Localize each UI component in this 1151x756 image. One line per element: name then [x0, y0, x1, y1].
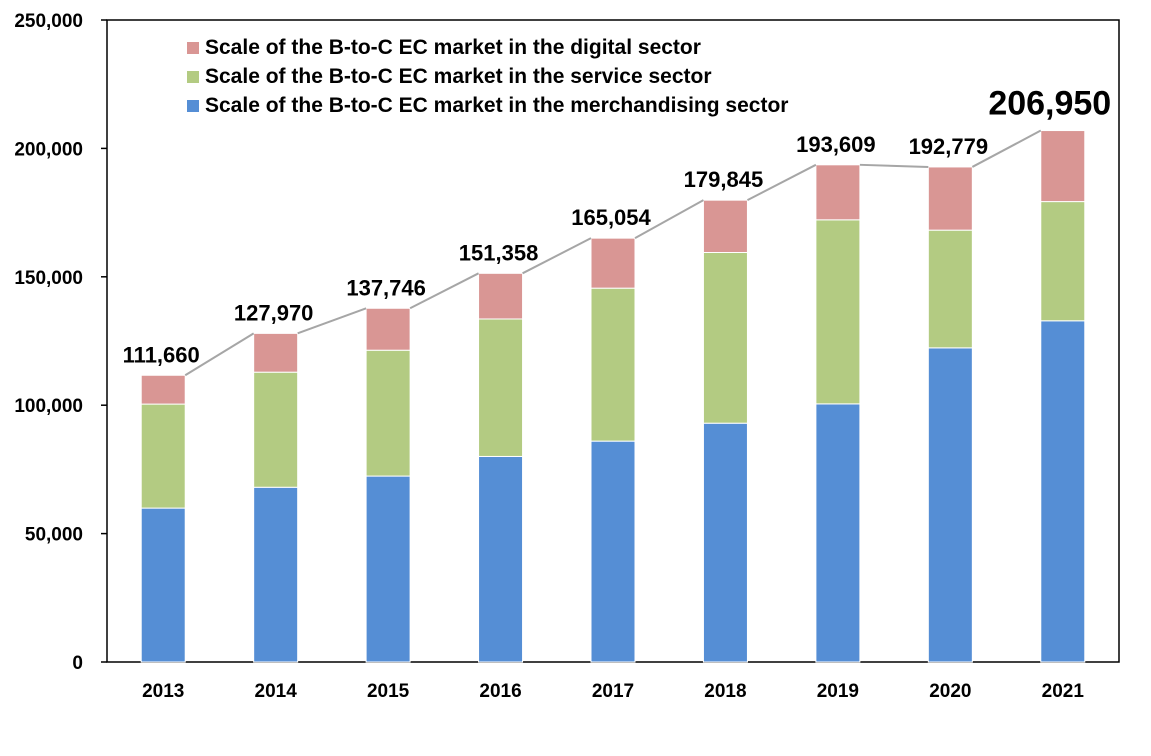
total-line-path [184, 129, 1042, 377]
y-tick-label: 150,000 [14, 268, 83, 289]
bar-segment [1040, 201, 1086, 322]
legend-label: Scale of the B-to-C EC market in the mer… [205, 94, 788, 117]
bar-segment [702, 251, 748, 424]
bar-segment [927, 229, 973, 349]
bar-series [140, 130, 1086, 663]
bar-segment [815, 403, 861, 663]
x-tick-label: 2015 [367, 681, 410, 702]
bar-segment [365, 349, 411, 477]
bar-segment [478, 318, 524, 457]
bar-segment [365, 307, 411, 351]
x-tick-label: 2017 [592, 681, 634, 702]
total-label: 206,950 [988, 85, 1111, 123]
legend-label: Scale of the B-to-C EC market in the dig… [205, 36, 701, 59]
bar-segment [253, 371, 299, 488]
bar-segment [590, 440, 636, 663]
bar-segment [140, 374, 186, 405]
total-label: 165,054 [571, 205, 651, 230]
y-tick-label: 200,000 [14, 139, 83, 160]
bar-segment [1040, 130, 1086, 203]
total-label: 111,660 [123, 342, 200, 367]
total-connector-line [184, 129, 1042, 377]
total-label: 137,746 [346, 275, 426, 300]
y-tick-label: 250,000 [14, 11, 83, 32]
x-axis: 2013 2014 2015 2016 2017 2018 2019 2020 2021 [142, 681, 1084, 702]
bar-segment [815, 164, 861, 221]
legend: Scale of the B-to-C EC market in the dig… [187, 36, 788, 117]
bar-segment [815, 219, 861, 405]
y-tick-label: 0 [72, 653, 83, 674]
total-label: 193,609 [796, 132, 876, 157]
legend-swatch [187, 100, 199, 112]
y-axis: 0 50,000 100,000 150,000 200,000 250,000 [14, 11, 107, 674]
total-labels: 111,660 127,970 137,746 151,358 165,054 179,8… [123, 85, 1112, 368]
x-tick-label: 2021 [1042, 681, 1085, 702]
bar-segment [927, 347, 973, 663]
bar-segment [1040, 320, 1086, 663]
y-tick-label: 50,000 [25, 525, 83, 546]
x-tick-label: 2013 [142, 681, 184, 702]
x-tick-label: 2018 [704, 681, 746, 702]
x-tick-label: 2016 [479, 681, 521, 702]
bar-segment [365, 475, 411, 663]
x-tick-label: 2014 [255, 681, 298, 702]
bar-segment [702, 199, 748, 253]
bar-segment [140, 403, 186, 509]
bar-segment [478, 272, 524, 320]
y-tick-label: 100,000 [14, 396, 83, 417]
total-label: 192,779 [909, 134, 989, 159]
bar-segment [702, 422, 748, 663]
bar-segment [253, 486, 299, 663]
x-tick-label: 2019 [817, 681, 859, 702]
total-label: 127,970 [234, 300, 314, 325]
bar-segment [590, 287, 636, 442]
legend-swatch [187, 71, 199, 83]
bar-segment [253, 332, 299, 373]
bar-segment [590, 237, 636, 289]
legend-label: Scale of the B-to-C EC market in the ser… [205, 65, 712, 88]
bar-segment [478, 455, 524, 663]
x-tick-label: 2020 [929, 681, 971, 702]
bar-segment [140, 507, 186, 663]
legend-swatch [187, 42, 199, 54]
total-label: 179,845 [684, 167, 764, 192]
bar-segment [927, 166, 973, 231]
total-label: 151,358 [459, 240, 539, 265]
